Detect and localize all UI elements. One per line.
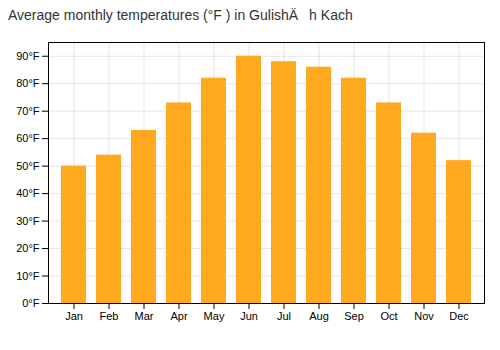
svg-text:Oct: Oct xyxy=(380,310,397,322)
svg-text:Apr: Apr xyxy=(170,310,187,322)
svg-text:40°F: 40°F xyxy=(16,187,40,199)
svg-text:Mar: Mar xyxy=(135,310,154,322)
svg-text:Feb: Feb xyxy=(100,310,119,322)
svg-text:70°F: 70°F xyxy=(16,105,40,117)
svg-text:Aug: Aug xyxy=(309,310,329,322)
html-text:Average monthly temperatures (: Average monthly temperatures (°F ) in Gu… xyxy=(8,7,353,23)
svg-text:10°F: 10°F xyxy=(16,270,40,282)
svg-text:0°F: 0°F xyxy=(22,297,40,309)
svg-text:Jun: Jun xyxy=(240,310,258,322)
svg-text:Jul: Jul xyxy=(277,310,291,322)
svg-text:Dec: Dec xyxy=(449,310,469,322)
svg-text:30°F: 30°F xyxy=(16,215,40,227)
svg-text:60°F: 60°F xyxy=(16,132,40,144)
svg-text:80°F: 80°F xyxy=(16,77,40,89)
svg-text:Nov: Nov xyxy=(414,310,434,322)
svg-text:20°F: 20°F xyxy=(16,242,40,254)
svg-text:May: May xyxy=(204,310,225,322)
svg-text:90°F: 90°F xyxy=(16,50,40,62)
svg-text:Jan: Jan xyxy=(65,310,83,322)
svg-text:Sep: Sep xyxy=(344,310,364,322)
svg-text:50°F: 50°F xyxy=(16,160,40,172)
